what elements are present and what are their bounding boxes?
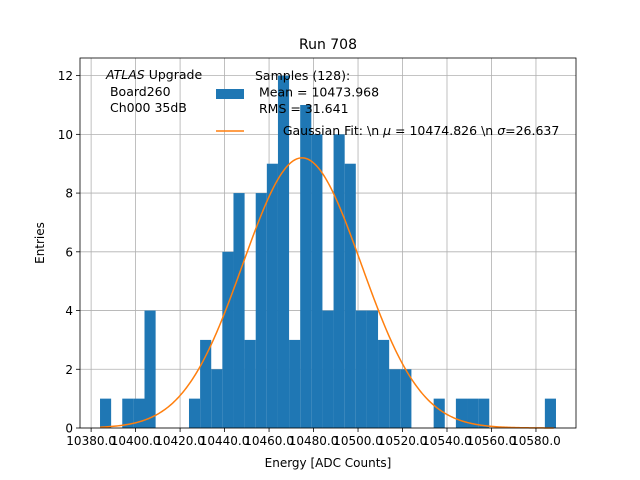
histogram-bar <box>311 134 323 428</box>
y-tick-label: 6 <box>65 245 73 259</box>
legend-fit-mu-symbol: μ <box>382 123 391 138</box>
histogram-bar <box>244 339 256 428</box>
histogram-bar <box>467 398 479 428</box>
histogram-bar <box>144 310 156 428</box>
histogram-bar <box>122 398 134 428</box>
x-tick-label: 10520.0 <box>378 434 428 448</box>
histogram-bar <box>255 193 267 428</box>
x-axis-label: Energy [ADC Counts] <box>265 456 392 470</box>
x-tick-label: 10560.0 <box>467 434 517 448</box>
legend-histogram-swatch <box>216 89 244 99</box>
histogram-bar <box>188 398 201 428</box>
x-tick-label: 10500.0 <box>333 434 383 448</box>
histogram-bar <box>266 163 278 428</box>
y-axis-ticks: 0 2 4 6 8 10 12 <box>58 69 80 436</box>
x-tick-label: 10540.0 <box>422 434 472 448</box>
x-tick-label: 10400.0 <box>111 434 161 448</box>
histogram-bar <box>211 369 223 428</box>
legend-fit-sep: \n <box>477 123 497 138</box>
histogram-bar <box>289 339 301 428</box>
histogram-bar <box>389 369 401 428</box>
gaussian-fit-curve <box>99 157 554 429</box>
legend-histogram-label: Samples (128): Mean = 10473.968 RMS = 31… <box>255 68 379 116</box>
y-axis-label: Entries <box>33 222 47 264</box>
legend-histogram-line: Mean = 10473.968 <box>255 85 379 100</box>
legend-fit-sigma-value: =26.637 <box>505 123 559 138</box>
histogram-bar <box>322 310 334 428</box>
histogram-bar <box>478 398 490 428</box>
gaussian-fit <box>99 157 554 429</box>
y-tick-label: 8 <box>65 187 73 201</box>
legend-fit-sigma-symbol: σ <box>497 123 506 138</box>
plot-frame <box>79 57 577 429</box>
chart-title: Run 708 <box>299 37 357 53</box>
legend-histogram-line: Samples (128): <box>255 68 350 83</box>
histogram-bar <box>222 251 234 428</box>
histogram-bar <box>355 310 367 428</box>
legend-fit-prefix: Gaussian Fit: \n <box>283 123 383 138</box>
annotation-channel: Ch000 35dB <box>106 100 187 115</box>
histogram-bars <box>100 75 556 428</box>
histogram-bar <box>233 193 245 428</box>
histogram-bar <box>366 310 379 428</box>
histogram-bar <box>200 339 212 428</box>
legend-fit-label: Gaussian Fit: \n μ = 10474.826 \n σ=26.6… <box>255 123 579 138</box>
histogram-bar <box>544 398 556 428</box>
annotation-board: Board260 <box>106 84 171 99</box>
histogram-bar <box>433 398 445 428</box>
y-tick-label: 4 <box>65 304 73 318</box>
annotation-upgrade: Upgrade <box>145 67 203 82</box>
x-tick-label: 10440.0 <box>200 434 250 448</box>
y-tick-label: 10 <box>58 128 73 142</box>
legend: Samples (128): Mean = 10473.968 RMS = 31… <box>216 68 579 138</box>
histogram-bar <box>455 398 468 428</box>
legend-fit-mu-value: = 10474.826 <box>391 123 477 138</box>
histogram-bar <box>100 398 112 428</box>
y-tick-label: 2 <box>65 363 73 377</box>
x-tick-label: 10480.0 <box>289 434 339 448</box>
annotation-line-1: ATLAS Upgrade <box>105 67 202 82</box>
histogram-bar <box>378 339 390 428</box>
x-tick-label: 10460.0 <box>244 434 294 448</box>
histogram-bar <box>133 398 145 428</box>
y-tick-label: 0 <box>65 422 73 436</box>
atlas-annotation: ATLAS Upgrade Board260 Ch000 35dB <box>105 67 202 115</box>
annotation-atlas: ATLAS <box>105 67 145 82</box>
histogram-bar <box>277 75 290 428</box>
histogram-bar <box>333 134 345 428</box>
x-tick-label: 10580.0 <box>511 434 561 448</box>
histogram-bar <box>300 104 312 428</box>
legend-histogram-line: RMS = 31.641 <box>255 101 349 116</box>
x-tick-label: 10380.0 <box>66 434 116 448</box>
histogram-bar <box>400 369 412 428</box>
y-tick-label: 12 <box>58 69 73 83</box>
x-tick-label: 10420.0 <box>155 434 205 448</box>
x-axis-ticks: 10380.010400.010420.010440.010460.010480… <box>66 428 561 448</box>
histogram-bar <box>344 163 356 428</box>
